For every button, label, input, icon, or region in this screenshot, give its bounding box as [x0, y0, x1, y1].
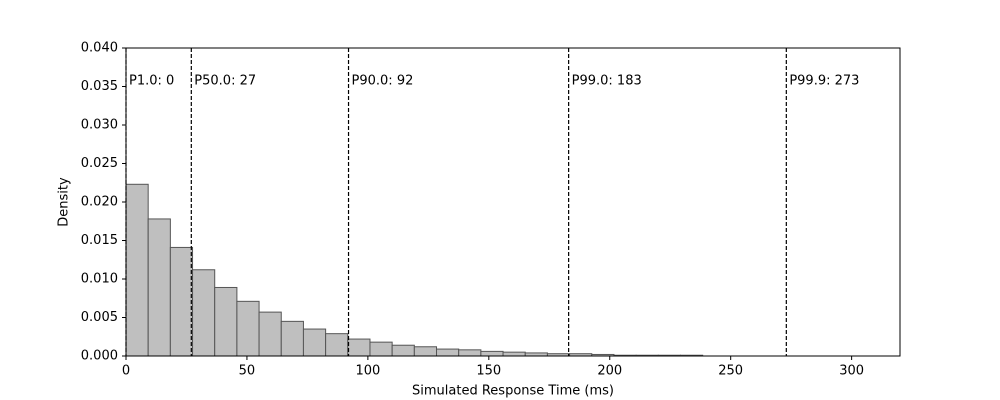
histogram-bar	[258, 311, 282, 357]
percentile-label: P90.0: 92	[352, 74, 414, 89]
histogram-bar	[169, 246, 194, 357]
y-tick-label: 0.010	[81, 272, 118, 287]
x-tick-label: 50	[239, 364, 256, 379]
histogram-bar	[192, 269, 216, 357]
percentile-label: P1.0: 0	[129, 74, 174, 89]
percentile-label: P50.0: 27	[194, 74, 256, 89]
y-tick-label: 0.030	[81, 118, 118, 133]
x-axis-label: Simulated Response Time (ms)	[412, 384, 614, 399]
histogram-bar	[280, 320, 304, 357]
x-tick-label: 200	[597, 364, 622, 379]
histogram-bar	[369, 341, 393, 357]
histogram-bar	[302, 328, 327, 357]
y-tick-label: 0.020	[81, 195, 118, 210]
x-tick-label: 0	[122, 364, 130, 379]
histogram-bar	[458, 349, 482, 357]
y-tick-label: 0.025	[81, 156, 118, 171]
percentile-label: P99.9: 273	[789, 74, 859, 89]
histogram-bar	[236, 300, 260, 357]
y-tick-label: 0.015	[81, 233, 118, 248]
x-tick-label: 150	[476, 364, 501, 379]
x-tick-label: 100	[355, 364, 380, 379]
histogram-bar	[147, 218, 171, 357]
y-tick-label: 0.035	[81, 79, 118, 94]
y-tick-label: 0.005	[81, 310, 118, 325]
histogram-bar	[325, 333, 349, 357]
x-tick-label: 250	[718, 364, 743, 379]
y-tick-label: 0.000	[81, 349, 118, 364]
percentile-label: P99.0: 183	[572, 74, 642, 89]
histogram-bar	[413, 346, 438, 357]
histogram-bar	[502, 351, 526, 357]
histogram-bar	[391, 344, 415, 357]
histogram-bar	[214, 286, 238, 357]
y-tick-label: 0.040	[81, 41, 118, 56]
histogram-bar	[480, 350, 504, 357]
y-axis-label: Density	[57, 177, 72, 227]
x-tick-label: 300	[839, 364, 864, 379]
histogram-bar	[125, 183, 149, 357]
histogram-bar	[436, 348, 460, 357]
histogram-bar	[347, 338, 371, 357]
